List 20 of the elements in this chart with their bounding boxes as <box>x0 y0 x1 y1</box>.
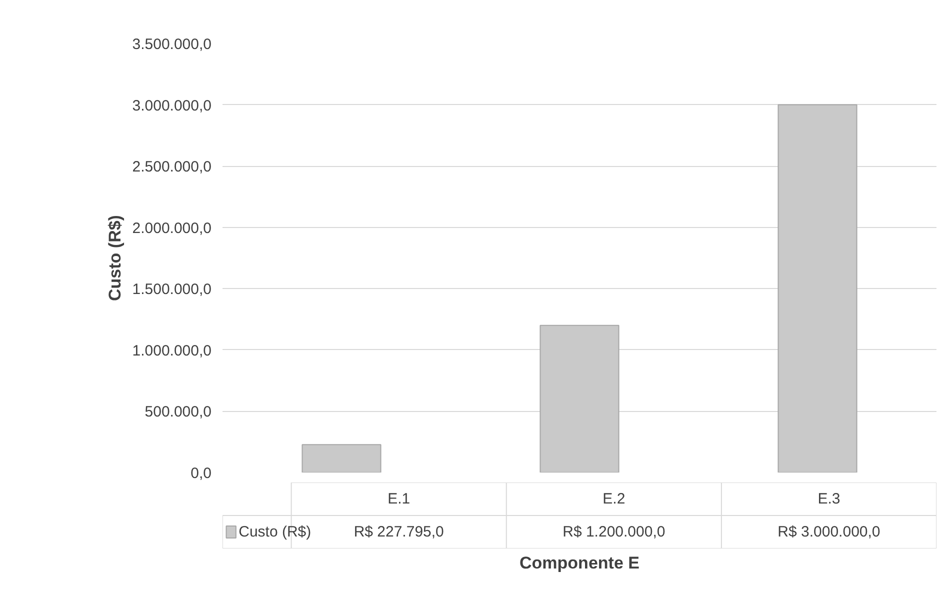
bar <box>540 324 620 472</box>
x-tick-label: E.2 <box>602 490 626 508</box>
legend-label: Custo (R$) <box>238 524 312 540</box>
data-label: R$ 3.000.000,0 <box>778 524 880 540</box>
y-tick-label: 3.000.000,0 <box>132 97 212 114</box>
y-tick-label: 1.000.000,0 <box>132 342 212 360</box>
x-axis-title: Componente E <box>520 554 640 572</box>
y-tick-label: 2.500.000,0 <box>132 158 212 176</box>
y-tick-label: 500.000,0 <box>144 404 212 421</box>
data-label: R$ 1.200.000,0 <box>562 524 666 540</box>
y-tick-label: 3.500.000,0 <box>132 36 212 53</box>
y-tick-label: 1.500.000,0 <box>132 281 212 298</box>
y-axis-title: Custo (R$) <box>105 215 124 301</box>
x-tick-label: E.1 <box>388 490 410 508</box>
x-tick-label: E.3 <box>818 490 840 508</box>
bar <box>302 444 382 472</box>
data-label: R$ 227.795,0 <box>354 524 444 540</box>
y-tick-label: 0,0 <box>190 465 212 482</box>
bar <box>778 104 858 472</box>
y-tick-label: 2.000.000,0 <box>132 220 212 237</box>
